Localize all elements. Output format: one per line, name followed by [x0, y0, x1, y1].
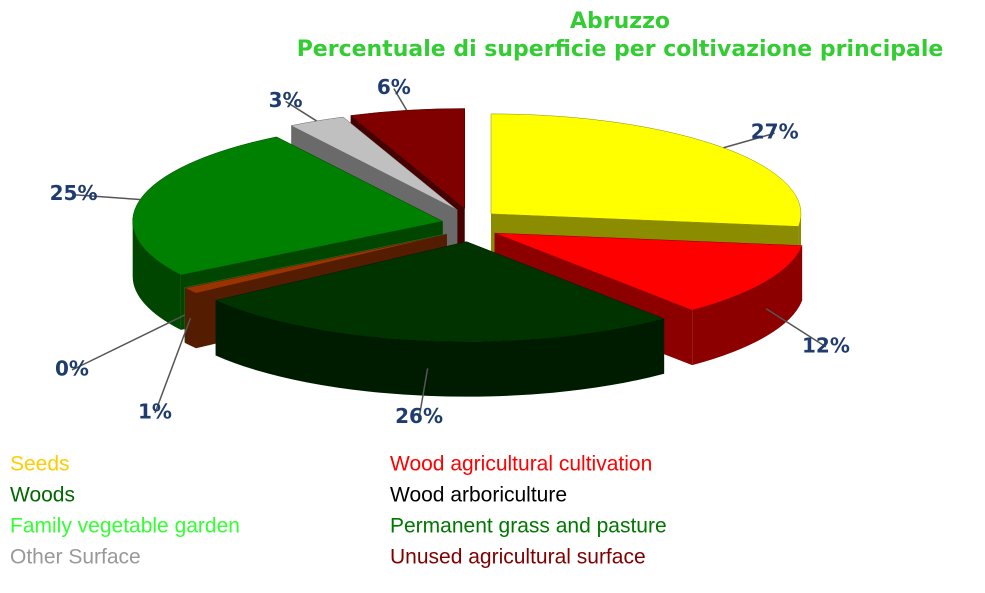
chart-subtitle: Percentuale di superficie per coltivazio…	[297, 37, 944, 62]
slice-wall	[215, 300, 665, 397]
leader-line	[285, 100, 317, 122]
leader-line	[418, 368, 429, 418]
value-label: 26%	[395, 404, 443, 428]
value-label: 12%	[802, 333, 850, 357]
slice-wall	[132, 221, 181, 330]
slice	[494, 232, 803, 311]
slice	[350, 108, 466, 210]
leader-line	[393, 88, 408, 111]
value-label: 25%	[50, 181, 98, 205]
value-label: 1%	[138, 400, 172, 424]
leader-line	[154, 317, 192, 414]
slice-wall	[692, 245, 803, 366]
legend-entry: Unused agricultural surface	[390, 546, 646, 569]
legend-entry: Family vegetable garden	[10, 515, 240, 538]
chart-title: Abruzzo	[570, 9, 670, 34]
legend-entry: Seeds	[10, 453, 70, 476]
leader-line	[765, 308, 827, 348]
value-label: 0%	[55, 357, 89, 381]
leader-line	[71, 314, 185, 371]
value-label: 3%	[269, 88, 303, 112]
value-label: 27%	[751, 120, 799, 144]
legend-entry: Wood agricultural cultivation	[390, 453, 652, 476]
legend-entry: Permanent grass and pasture	[390, 515, 667, 538]
slice	[490, 113, 802, 227]
slice	[184, 234, 447, 294]
legend-entry: Wood arboriculture	[390, 484, 567, 507]
value-label: 6%	[377, 75, 411, 99]
legend-entry: Woods	[10, 484, 75, 507]
slice	[214, 241, 665, 342]
slice-wall	[185, 288, 197, 349]
legend-entry: Other Surface	[10, 546, 141, 569]
leader-line	[723, 132, 775, 149]
leader-line	[73, 193, 141, 201]
